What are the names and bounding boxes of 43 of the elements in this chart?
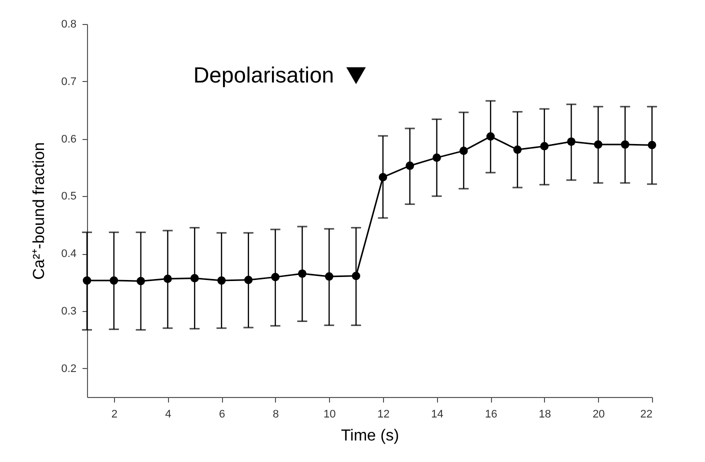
- y-tick-label: 0.4: [61, 248, 76, 260]
- point: [298, 269, 306, 278]
- point: [620, 140, 630, 149]
- point: [136, 276, 145, 286]
- point: [432, 154, 441, 162]
- x-tick-label: 22: [640, 408, 652, 420]
- y-tick-label: 0.6: [61, 133, 76, 146]
- point: [190, 274, 199, 282]
- point: [513, 146, 522, 154]
- x-tick-label: 4: [165, 408, 172, 420]
- point: [110, 276, 118, 285]
- y-tick-label: 0.7: [61, 76, 76, 88]
- y-tick-label: 0.5: [61, 190, 76, 203]
- point: [164, 274, 172, 283]
- annotation: Depolarisation: [193, 62, 334, 88]
- x-tick-label: 14: [431, 408, 444, 420]
- point: [594, 140, 602, 149]
- x-tick-label: 8: [272, 408, 279, 420]
- point: [648, 140, 656, 150]
- point: [324, 272, 334, 281]
- x-tick-label: 16: [484, 408, 498, 420]
- x-tick-label: 20: [592, 408, 605, 420]
- point: [217, 276, 226, 285]
- y-tick-label: 0.2: [61, 362, 76, 375]
- point: [540, 142, 549, 150]
- point: [406, 162, 414, 170]
- point: [378, 173, 388, 182]
- point: [486, 132, 495, 141]
- x-tick-label: 6: [218, 408, 226, 420]
- x-tick-label: 12: [377, 408, 390, 420]
- y-tick-label: 0.8: [61, 18, 76, 30]
- y-axis-title: Ca²⁺-bound fraction: [31, 142, 48, 280]
- x-tick-label: 10: [324, 408, 336, 420]
- x-tick-label: 2: [111, 408, 118, 420]
- point: [244, 276, 253, 284]
- x-axis-title: Time (s): [340, 428, 400, 444]
- point: [271, 272, 280, 282]
- point: [567, 137, 576, 146]
- point: [352, 272, 360, 280]
- point: [82, 276, 92, 285]
- point: [459, 146, 468, 155]
- y-tick-label: 0.3: [61, 305, 76, 318]
- x-tick-label: 18: [538, 408, 552, 420]
